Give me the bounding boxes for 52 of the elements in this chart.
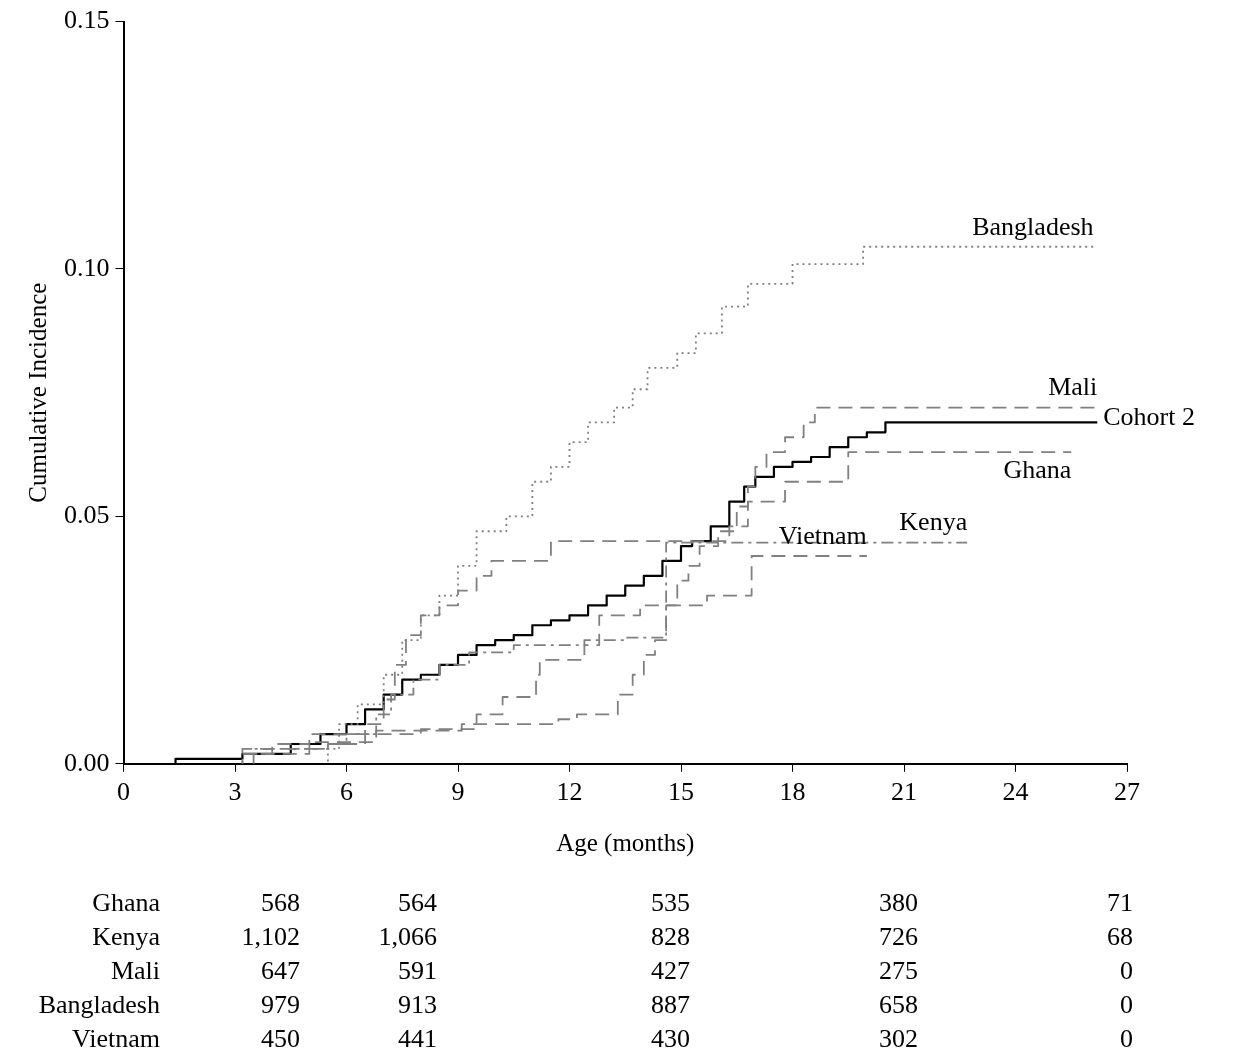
text: Bangladesh	[38, 989, 160, 1019]
text: 1,066	[378, 921, 437, 951]
text: 591	[398, 955, 437, 985]
text: 0	[1120, 989, 1133, 1019]
x-tick-label: 6	[340, 777, 353, 807]
series-label: Bangladesh	[972, 211, 1094, 241]
text: 568	[261, 887, 300, 917]
y-tick-label: 0.05	[64, 500, 110, 530]
series-label: Cohort 2	[1103, 402, 1195, 432]
text: 441	[398, 1023, 437, 1053]
x-tick-label: 9	[451, 777, 465, 807]
text: 658	[879, 989, 918, 1019]
text: 302	[879, 1023, 918, 1053]
y-axis-title: Cumulative Incidence	[23, 282, 51, 503]
x-tick-label: 24	[1002, 777, 1029, 807]
x-tick-label: 27	[1114, 777, 1140, 807]
text: 0	[1120, 1023, 1133, 1053]
text: 430	[651, 1023, 690, 1053]
x-tick-label: 15	[668, 777, 694, 807]
y-tick-label: 0.00	[64, 747, 110, 777]
text: 535	[651, 887, 690, 917]
text: 0	[1120, 955, 1133, 985]
text: 564	[398, 887, 437, 917]
x-tick-label: 18	[779, 777, 806, 807]
x-tick-label: 3	[228, 777, 242, 807]
text: Ghana	[92, 887, 161, 917]
text: 647	[261, 955, 300, 985]
series-label: Ghana	[1003, 454, 1072, 484]
text: 450	[261, 1023, 300, 1053]
text: 68	[1107, 921, 1133, 951]
text: 1,102	[241, 921, 300, 951]
text: 828	[651, 921, 690, 951]
y-tick-label: 0.15	[64, 5, 110, 35]
series-label: Kenya	[899, 507, 968, 537]
text: 913	[398, 989, 437, 1019]
x-tick-label: 0	[117, 777, 130, 807]
series-label: Mali	[1048, 372, 1098, 402]
text: 427	[651, 955, 690, 985]
x-axis-title: Age (months)	[556, 828, 695, 857]
text: Kenya	[92, 921, 161, 951]
text: 726	[879, 921, 918, 951]
text: 380	[879, 887, 918, 917]
text: Mali	[110, 955, 160, 985]
y-tick-label: 0.10	[64, 252, 110, 282]
x-tick-label: 21	[891, 777, 917, 807]
x-tick-label: 12	[556, 777, 583, 807]
text: 979	[261, 989, 300, 1019]
series-label: Vietnam	[778, 520, 867, 550]
text: Vietnam	[72, 1023, 160, 1053]
text: 275	[879, 955, 918, 985]
text: 71	[1107, 887, 1133, 917]
text: 887	[651, 989, 690, 1019]
